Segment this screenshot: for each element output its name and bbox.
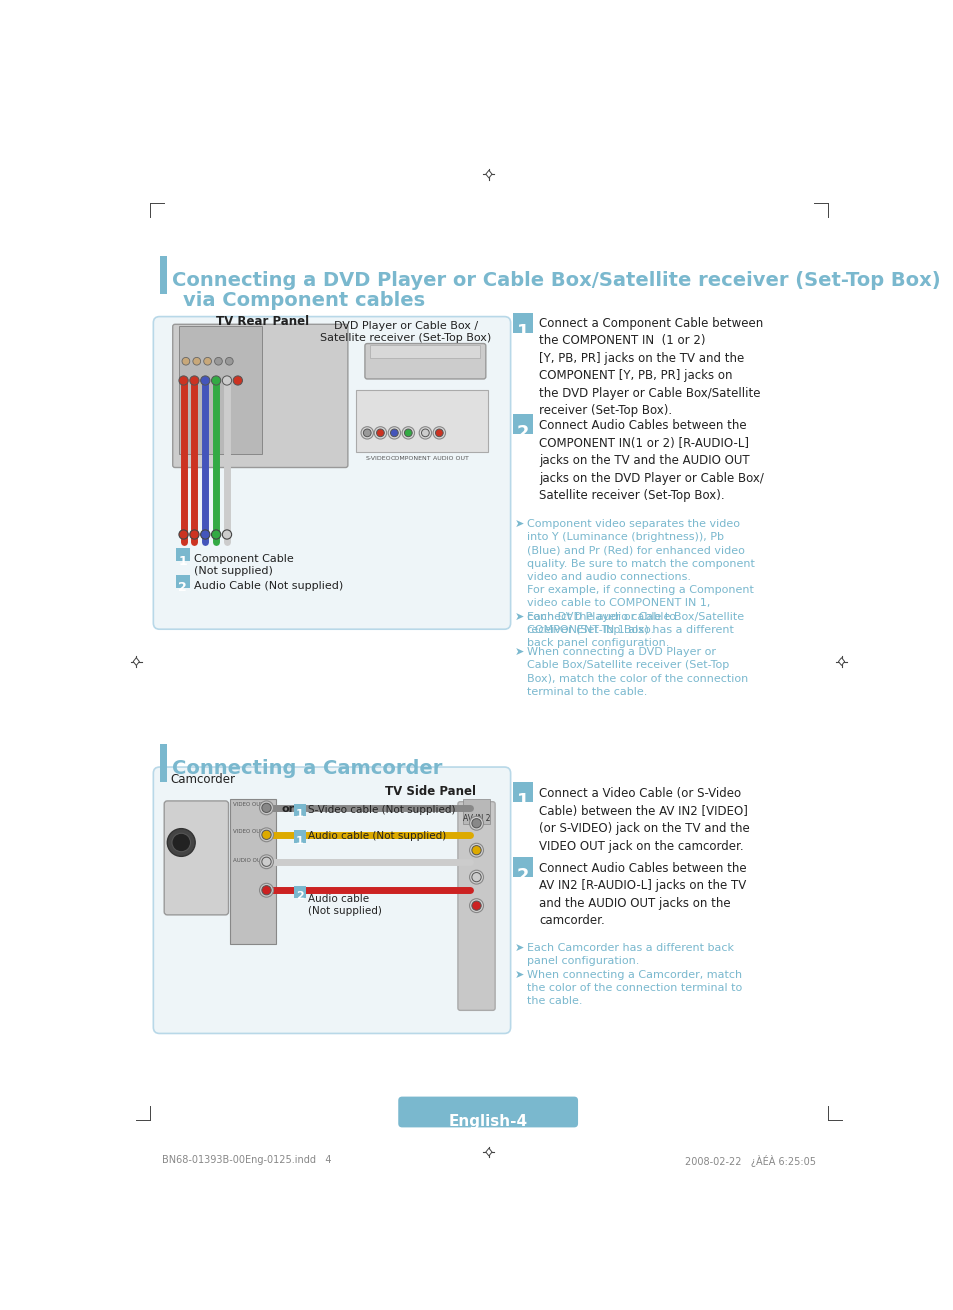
Circle shape: [259, 800, 274, 815]
FancyBboxPatch shape: [175, 548, 190, 562]
Text: Connect Audio Cables between the
COMPONENT IN(1 or 2) [R-AUDIO-L]
jacks on the T: Connect Audio Cables between the COMPONE…: [538, 419, 763, 502]
Text: AV IN 2: AV IN 2: [462, 814, 490, 823]
FancyBboxPatch shape: [365, 343, 485, 379]
Text: DVD Player or Cable Box /
Satellite receiver (Set-Top Box): DVD Player or Cable Box / Satellite rece…: [320, 321, 491, 343]
FancyBboxPatch shape: [457, 802, 495, 1010]
Circle shape: [421, 428, 429, 436]
Text: ➤: ➤: [514, 612, 523, 622]
Circle shape: [179, 529, 188, 540]
Text: Connecting a DVD Player or Cable Box/Satellite receiver (Set-Top Box): Connecting a DVD Player or Cable Box/Sat…: [172, 271, 940, 290]
Text: Connect a Component Cable between
the COMPONENT IN  (1 or 2)
[Y, PB, PR] jacks o: Connect a Component Cable between the CO…: [538, 317, 762, 417]
Circle shape: [469, 816, 483, 831]
FancyBboxPatch shape: [153, 768, 510, 1034]
Circle shape: [259, 883, 274, 897]
FancyBboxPatch shape: [294, 831, 306, 842]
FancyBboxPatch shape: [179, 326, 261, 455]
Text: ➤: ➤: [514, 969, 523, 980]
Text: AUDIO OUT: AUDIO OUT: [233, 858, 264, 863]
Circle shape: [363, 428, 371, 436]
FancyBboxPatch shape: [513, 414, 533, 435]
Text: 2: 2: [517, 424, 529, 443]
Circle shape: [388, 427, 400, 439]
Text: VIDEO OUT: VIDEO OUT: [233, 829, 263, 833]
Text: 1: 1: [517, 793, 529, 811]
Text: Each DVD Player or Cable Box/Satellite
receiver (Set-Top Box) has a different
ba: Each DVD Player or Cable Box/Satellite r…: [526, 612, 743, 648]
Circle shape: [212, 529, 220, 540]
Text: 2008-02-22   ¿ÀÉÀ 6:25:05: 2008-02-22 ¿ÀÉÀ 6:25:05: [684, 1155, 815, 1167]
Circle shape: [433, 427, 445, 439]
Circle shape: [418, 427, 431, 439]
Text: 1: 1: [295, 810, 303, 819]
FancyBboxPatch shape: [513, 313, 533, 333]
Text: AV IN 2: AV IN 2: [473, 804, 479, 829]
FancyBboxPatch shape: [513, 857, 533, 878]
Circle shape: [233, 376, 242, 385]
Polygon shape: [485, 1148, 492, 1155]
Circle shape: [261, 886, 271, 895]
Circle shape: [214, 358, 222, 365]
Text: English-4: English-4: [448, 1114, 527, 1128]
Text: Each Camcorder has a different back
panel configuration.: Each Camcorder has a different back pane…: [526, 943, 733, 965]
Circle shape: [222, 376, 232, 385]
Text: via Component cables: via Component cables: [183, 291, 424, 310]
Text: 2: 2: [178, 582, 187, 595]
Text: Connecting a Camcorder: Connecting a Camcorder: [172, 760, 442, 778]
Circle shape: [472, 819, 480, 828]
FancyBboxPatch shape: [513, 782, 533, 803]
Circle shape: [204, 358, 212, 365]
Text: Component video separates the video
into Y (Luminance (brightness)), Pb
(Blue) a: Component video separates the video into…: [526, 519, 754, 635]
Text: Connect Audio Cables between the
AV IN2 [R-AUDIO-L] jacks on the TV
and the AUDI: Connect Audio Cables between the AV IN2 …: [538, 862, 746, 927]
Text: TV Rear Panel: TV Rear Panel: [215, 314, 309, 328]
Text: 2: 2: [517, 867, 529, 886]
Circle shape: [167, 829, 195, 857]
Circle shape: [404, 428, 412, 436]
FancyBboxPatch shape: [164, 800, 229, 914]
Circle shape: [469, 870, 483, 884]
Circle shape: [261, 831, 271, 840]
Polygon shape: [838, 658, 843, 665]
Circle shape: [469, 844, 483, 857]
FancyBboxPatch shape: [175, 575, 190, 588]
Circle shape: [212, 376, 220, 385]
Text: AUDIO OUT: AUDIO OUT: [433, 456, 469, 461]
Circle shape: [225, 358, 233, 365]
FancyBboxPatch shape: [230, 799, 275, 945]
Circle shape: [469, 899, 483, 913]
Circle shape: [200, 376, 210, 385]
FancyBboxPatch shape: [294, 804, 306, 816]
Circle shape: [402, 427, 415, 439]
Text: BN68-01393B-00Eng-0125.indd   4: BN68-01393B-00Eng-0125.indd 4: [162, 1155, 331, 1165]
FancyBboxPatch shape: [462, 799, 490, 824]
Text: ➤: ➤: [514, 647, 523, 656]
FancyBboxPatch shape: [172, 325, 348, 468]
Bar: [159, 744, 167, 782]
Circle shape: [172, 833, 191, 852]
Circle shape: [472, 845, 480, 855]
Text: S-Video cable (Not supplied): S-Video cable (Not supplied): [308, 806, 456, 815]
Circle shape: [179, 376, 188, 385]
Text: When connecting a DVD Player or
Cable Box/Satellite receiver (Set-Top
Box), matc: When connecting a DVD Player or Cable Bo…: [526, 647, 747, 697]
Text: 1: 1: [517, 322, 529, 341]
Text: 2: 2: [295, 891, 303, 901]
FancyBboxPatch shape: [397, 1096, 578, 1128]
FancyBboxPatch shape: [153, 317, 510, 629]
Circle shape: [261, 857, 271, 866]
FancyBboxPatch shape: [355, 390, 488, 452]
Circle shape: [360, 427, 373, 439]
Text: S-VIDEO: S-VIDEO: [365, 456, 391, 461]
Text: VIDEO OUT: VIDEO OUT: [233, 802, 263, 807]
Circle shape: [200, 529, 210, 540]
FancyBboxPatch shape: [294, 886, 306, 897]
Circle shape: [390, 428, 397, 436]
Text: Camcorder: Camcorder: [171, 773, 235, 786]
Text: COMPONENT: COMPONENT: [390, 456, 431, 461]
Circle shape: [261, 803, 271, 812]
Text: 1: 1: [178, 554, 187, 567]
Polygon shape: [133, 658, 139, 665]
FancyBboxPatch shape: [370, 345, 480, 358]
Text: Component Cable
(Not supplied): Component Cable (Not supplied): [193, 554, 294, 576]
Text: Audio cable (Not supplied): Audio cable (Not supplied): [308, 832, 446, 841]
Text: Connect a Video Cable (or S-Video
Cable) between the AV IN2 [VIDEO]
(or S-VIDEO): Connect a Video Cable (or S-Video Cable)…: [538, 787, 749, 853]
Circle shape: [259, 855, 274, 869]
Circle shape: [222, 529, 232, 540]
